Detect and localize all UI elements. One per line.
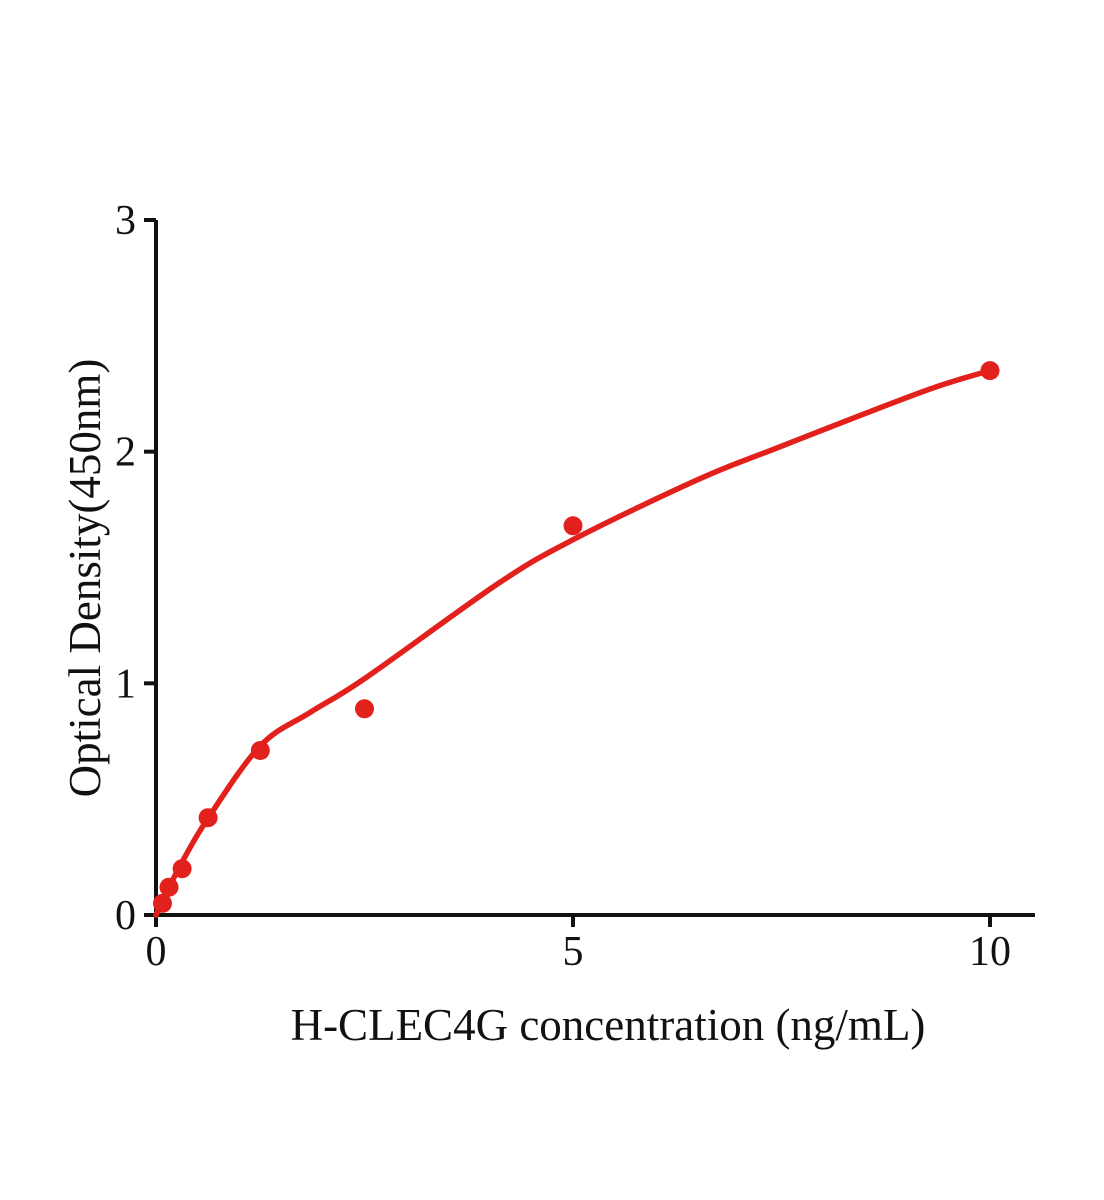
y-axis-title: Optical Density(450nm) bbox=[60, 359, 110, 798]
data-point bbox=[198, 808, 218, 828]
y-tick-label: 3 bbox=[115, 198, 136, 244]
x-tick-label: 0 bbox=[146, 929, 167, 975]
fitted-curve bbox=[153, 367, 993, 918]
data-point bbox=[153, 893, 172, 913]
y-tick-label: 1 bbox=[115, 661, 136, 707]
data-point bbox=[172, 859, 192, 879]
data-point bbox=[250, 741, 270, 760]
y-tick-label: 2 bbox=[115, 430, 136, 476]
plot-area: 0 5 10 0 1 2 3 bbox=[115, 198, 1035, 975]
x-axis-title: H-CLEC4G concentration (ng/mL) bbox=[291, 1000, 926, 1050]
x-tick-label: 5 bbox=[563, 929, 584, 975]
y-tick-label: 0 bbox=[115, 893, 136, 939]
data-point bbox=[980, 361, 1000, 381]
data-point bbox=[159, 877, 179, 897]
data-point bbox=[355, 699, 374, 719]
data-point bbox=[563, 516, 583, 536]
x-tick-label: 10 bbox=[969, 929, 1011, 975]
